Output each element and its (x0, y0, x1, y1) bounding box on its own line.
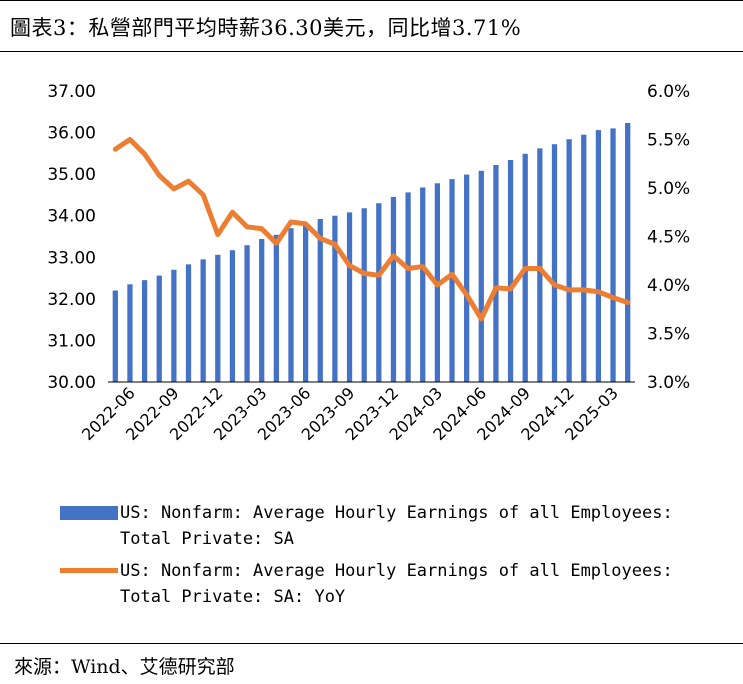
bar (317, 219, 323, 382)
y-right-tick-label: 3.0% (647, 373, 690, 393)
bar (244, 245, 250, 382)
bar (200, 259, 206, 382)
chart: 30.00 31.00 32.00 33.00 34.00 35.00 36.00 37.00… (47, 82, 690, 444)
bar (405, 192, 411, 382)
bar (537, 148, 543, 382)
legend-label-line: US: Nonfarm: Average Hourly Earnings of … (120, 561, 683, 607)
y-left-tick-label: 30.00 (47, 373, 96, 393)
bar (215, 254, 221, 382)
bar (273, 234, 279, 382)
bar (185, 264, 192, 382)
bar (141, 280, 148, 382)
legend-item-bar: US: Nonfarm: Average Hourly Earnings of … (60, 500, 720, 552)
legend-label-bar: US: Nonfarm: Average Hourly Earnings of … (120, 503, 683, 549)
bar (449, 179, 455, 382)
y-left-tick-label: 31.00 (47, 331, 96, 351)
y-left-tick-label: 34.00 (47, 207, 96, 227)
bar (302, 224, 309, 382)
bar (610, 128, 616, 382)
y-left-tick-label: 36.00 (47, 124, 96, 144)
bar (493, 165, 499, 382)
bar (259, 238, 265, 382)
legend-line-swatch (60, 568, 118, 573)
legend-bar-swatch (60, 506, 118, 520)
y-left-tick-label: 32.00 (47, 290, 96, 310)
bar (156, 275, 162, 382)
bar (361, 208, 367, 382)
bar (625, 123, 631, 382)
bar (595, 130, 602, 382)
bar (171, 269, 177, 382)
bar (332, 215, 338, 382)
bar (478, 170, 484, 382)
bar (376, 203, 382, 382)
title-bar: 圖表3：私營部門平均時薪36.30美元，同比增3.71% (0, 0, 743, 52)
footer: 來源：Wind、艾德研究部 (0, 643, 743, 684)
bar (551, 144, 558, 382)
bar (390, 197, 397, 382)
y-left-tick-label: 37.00 (47, 82, 96, 102)
y-right-tick-label: 4.0% (647, 276, 690, 296)
bar (229, 250, 236, 382)
y-right-tick-label: 5.0% (647, 179, 690, 199)
bar (464, 174, 470, 382)
chart-title: 圖表3：私營部門平均時薪36.30美元，同比增3.71% (10, 16, 522, 40)
source-note: 來源：Wind、艾德研究部 (14, 656, 235, 678)
bar (420, 187, 426, 382)
y-left-tick-label: 33.00 (47, 248, 96, 268)
y-right-tick-label: 3.5% (647, 325, 690, 345)
y-left-tick-label: 35.00 (47, 165, 96, 185)
legend-item-line: US: Nonfarm: Average Hourly Earnings of … (60, 558, 720, 610)
bar (112, 290, 118, 382)
yoy-line (112, 137, 631, 322)
bar (127, 284, 133, 382)
bar (288, 228, 294, 382)
bar (566, 139, 572, 382)
y-right-tick-label: 4.5% (647, 228, 690, 248)
bar (346, 212, 353, 382)
y-right-tick-label: 6.0% (647, 82, 690, 102)
bar (581, 134, 587, 382)
y-right-tick-label: 5.5% (647, 131, 690, 151)
bar (507, 160, 514, 382)
